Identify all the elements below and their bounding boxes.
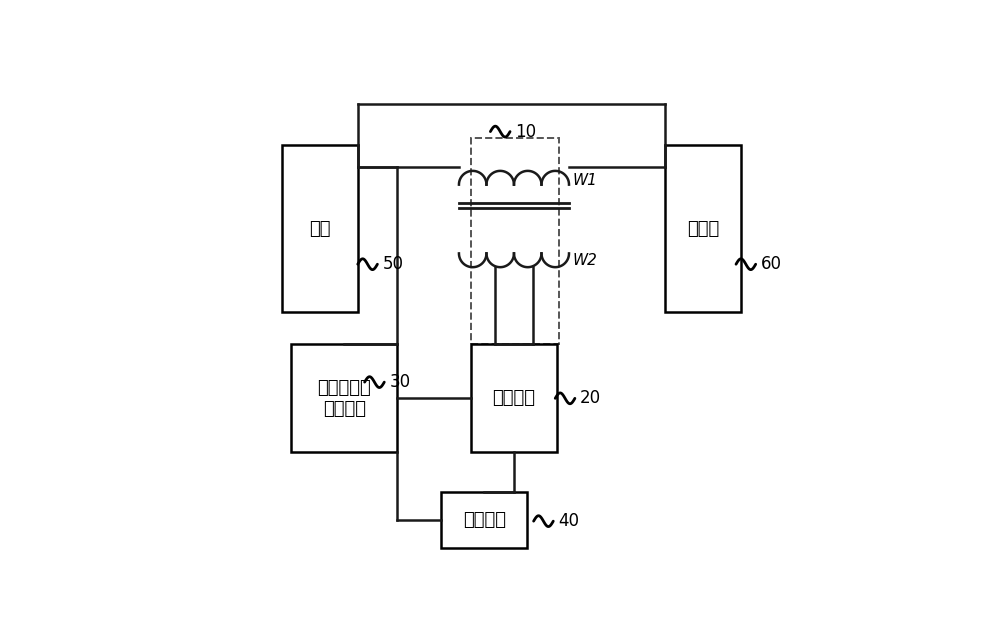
Text: 30: 30: [389, 373, 410, 391]
Text: 基波电信号
检测模块: 基波电信号 检测模块: [317, 379, 371, 418]
Bar: [282, 145, 358, 313]
Text: 50: 50: [382, 255, 403, 273]
Bar: [471, 138, 559, 345]
Text: 控制模块: 控制模块: [463, 511, 506, 529]
Text: 40: 40: [558, 512, 579, 530]
Bar: [441, 492, 527, 548]
Text: 逆变电路: 逆变电路: [492, 389, 535, 407]
Text: W1: W1: [573, 173, 598, 188]
Bar: [665, 145, 741, 313]
Text: 谐波源: 谐波源: [687, 220, 719, 238]
Bar: [471, 345, 557, 452]
Text: W2: W2: [573, 253, 598, 268]
Bar: [291, 345, 397, 452]
Text: 60: 60: [761, 255, 782, 273]
Text: 电网: 电网: [309, 220, 330, 238]
Text: 20: 20: [580, 389, 601, 407]
Text: 10: 10: [515, 122, 536, 140]
